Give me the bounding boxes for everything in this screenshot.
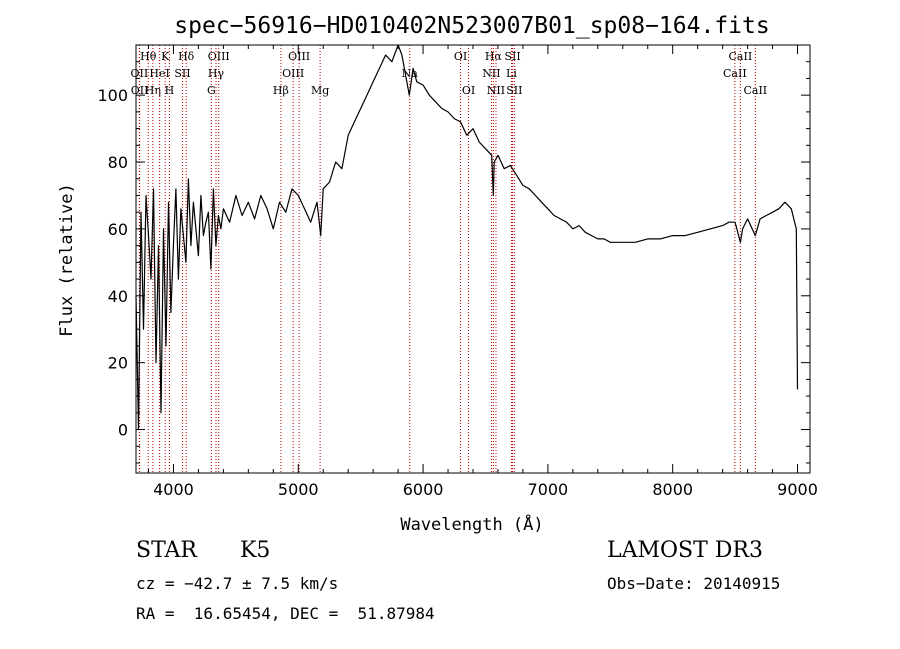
line-label: SII xyxy=(504,50,520,63)
line-label: OI xyxy=(462,84,475,97)
y-tick-label: 40 xyxy=(108,287,128,306)
line-label: Hα xyxy=(485,50,503,63)
line-label: HeI xyxy=(149,67,169,80)
line-label: NII xyxy=(487,84,505,97)
chart-title: spec−56916−HD010402N523007B01_sp08−164.f… xyxy=(174,13,769,39)
y-tick-label: 0 xyxy=(118,421,128,440)
spectrum-chart: spec−56916−HD010402N523007B01_sp08−164.f… xyxy=(0,0,900,649)
y-tick-label: 80 xyxy=(108,153,128,172)
y-axis: 0 20 40 60 80 100 xyxy=(97,62,810,463)
line-label: Hγ xyxy=(208,67,225,80)
line-label: Hθ xyxy=(140,50,157,63)
line-label: SII xyxy=(506,84,522,97)
line-label: SII xyxy=(174,67,190,80)
plot-frame xyxy=(136,45,810,473)
line-label: Hδ xyxy=(178,50,195,63)
line-label: CaII xyxy=(729,50,753,63)
object-class: STAR xyxy=(136,538,197,563)
x-axis-label: Wavelength (Å) xyxy=(400,513,543,535)
spectrum-series xyxy=(136,45,798,430)
observation-date: Obs−Date: 20140915 xyxy=(607,574,780,593)
line-label: K xyxy=(161,50,170,63)
line-label: NII xyxy=(482,67,500,80)
x-axis: 4000 5000 6000 7000 8000 9000 xyxy=(148,45,817,499)
line-label: G xyxy=(207,84,216,97)
line-label: Li xyxy=(506,67,517,80)
y-tick-label: 20 xyxy=(108,354,128,373)
line-label: OIII xyxy=(288,50,310,63)
y-tick-label: 100 xyxy=(97,86,128,105)
coordinates-readout: RA = 16.65454, DEC = 51.87984 xyxy=(136,604,435,623)
x-tick-label: 8000 xyxy=(652,480,693,499)
x-tick-label: 4000 xyxy=(153,480,194,499)
object-subclass: K5 xyxy=(240,538,270,563)
survey-name: LAMOST DR3 xyxy=(607,538,763,563)
line-label: Hβ xyxy=(273,84,289,97)
x-tick-label: 5000 xyxy=(278,480,319,499)
line-label: CaII xyxy=(723,67,747,80)
x-tick-label: 6000 xyxy=(403,480,444,499)
x-tick-label: 9000 xyxy=(777,480,818,499)
line-label: Hη xyxy=(145,84,161,97)
y-tick-label: 60 xyxy=(108,220,128,239)
line-label: CaII xyxy=(743,84,767,97)
spectrum-line xyxy=(136,45,798,430)
line-label: H xyxy=(165,84,175,97)
line-label: OIII xyxy=(282,67,304,80)
y-axis-label: Flux (relative) xyxy=(57,183,77,337)
line-label: OI xyxy=(454,50,467,63)
x-tick-label: 7000 xyxy=(528,480,569,499)
line-label: Mg xyxy=(311,84,329,97)
redshift-readout: cz = −42.7 ± 7.5 km/s xyxy=(136,574,338,593)
